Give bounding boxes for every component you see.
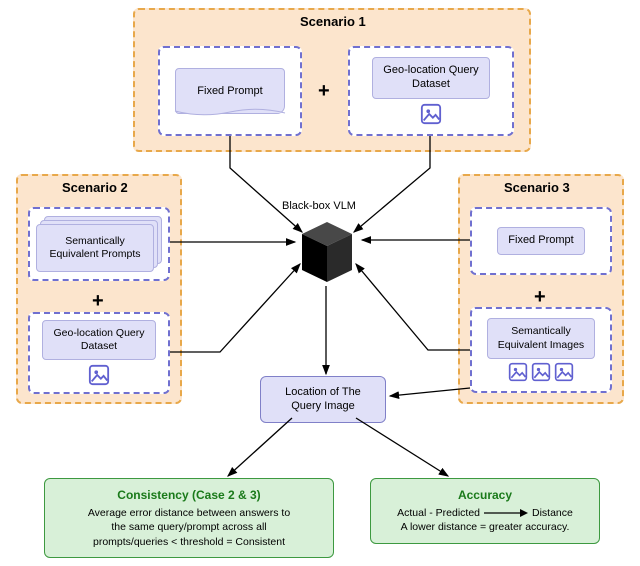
s1-geo-node: Geo-location Query Dataset: [348, 46, 514, 136]
s3-semimg-label: Semantically Equivalent Images: [487, 318, 595, 358]
consistency-body: Average error distance between answers t…: [55, 506, 323, 549]
center-output-node: Location of The Query Image: [260, 376, 386, 423]
s2-geo-label: Geo-location Query Dataset: [42, 320, 155, 360]
center-output-label: Location of The Query Image: [285, 386, 361, 412]
scenario-3-title: Scenario 3: [504, 180, 570, 195]
s2-sem-label: Semantically Equivalent Prompts: [49, 235, 140, 261]
accuracy-line1-right: Distance: [532, 506, 573, 520]
consistency-title: Consistency (Case 2 & 3): [55, 487, 323, 503]
scenario-2-title: Scenario 2: [62, 180, 128, 195]
s1-fixed-prompt-node: Fixed Prompt: [158, 46, 302, 136]
s3-semimg-node: Semantically Equivalent Images: [470, 307, 612, 393]
s1-plus: +: [318, 80, 330, 103]
vlm-cube: [292, 216, 362, 288]
accuracy-line1-left: Actual - Predicted: [397, 506, 480, 520]
vlm-label: Black-box VLM: [282, 200, 356, 212]
s2-plus: +: [92, 290, 104, 313]
accuracy-result: Accuracy Actual - Predicted Distance A l…: [370, 478, 600, 544]
s2-sem-node: Semantically Equivalent Prompts: [28, 207, 170, 281]
s3-fixed-node: Fixed Prompt: [470, 207, 612, 275]
s3-plus: +: [534, 286, 546, 309]
accuracy-body: A lower distance = greater accuracy.: [381, 520, 589, 534]
consistency-result: Consistency (Case 2 & 3) Average error d…: [44, 478, 334, 558]
s1-geo-label: Geo-location Query Dataset: [372, 57, 489, 99]
image-icon-row: [508, 362, 574, 382]
s3-fixed-label: Fixed Prompt: [497, 227, 584, 255]
accuracy-title: Accuracy: [381, 487, 589, 503]
s2-geo-node: Geo-location Query Dataset: [28, 312, 170, 394]
image-icon: [88, 364, 110, 386]
scenario-1-title: Scenario 1: [300, 14, 366, 29]
arrow-icon: [484, 508, 528, 518]
image-icon: [420, 103, 442, 125]
